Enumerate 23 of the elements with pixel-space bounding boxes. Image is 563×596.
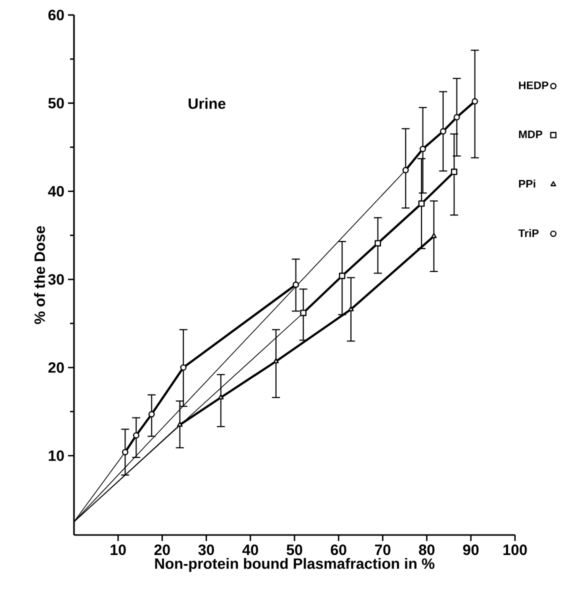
y-tick-label: 10 [48, 450, 64, 461]
x-tick-label: 20 [154, 544, 170, 556]
y-tick-label: 30 [48, 274, 64, 285]
x-tick-label: 10 [110, 544, 126, 556]
y-axis-title: % of the Dose [34, 226, 46, 324]
x-tick-label: 70 [375, 544, 390, 556]
x-tick-label: 90 [463, 544, 479, 556]
legend-label: MDP [519, 130, 542, 138]
legend-label: HEDP [519, 82, 548, 90]
x-tick-label: 40 [242, 544, 258, 556]
y-tick-label: 50 [48, 98, 64, 108]
legend-label: PPi [519, 180, 536, 188]
legend-label: TriP [518, 229, 539, 237]
y-tick-label: 40 [48, 186, 64, 197]
annotation: Urine [188, 98, 226, 109]
x-tick-label: 50 [286, 544, 302, 556]
x-tick-label: 60 [330, 544, 346, 556]
y-tick-label: 60 [48, 10, 64, 20]
x-tick-label: 80 [418, 544, 434, 556]
y-tick-label: 20 [48, 362, 64, 373]
x-tick-label: 100 [503, 544, 527, 556]
x-axis-title: Non-protein bound Plasmafraction in % [155, 558, 434, 572]
x-tick-label: 30 [198, 544, 214, 556]
